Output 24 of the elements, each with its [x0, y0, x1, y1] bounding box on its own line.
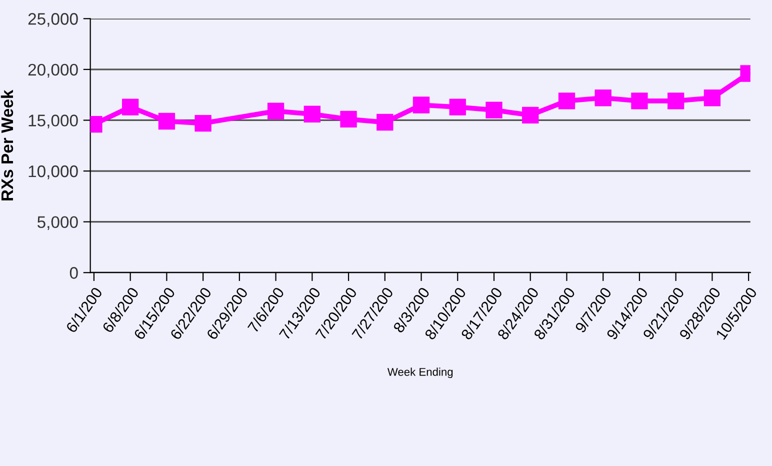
point [158, 112, 176, 130]
y-tick-label: 20,000 [28, 64, 78, 78]
point [594, 90, 612, 106]
point [412, 96, 430, 114]
y-tick-label: 0 [70, 267, 78, 279]
point [486, 102, 502, 118]
point [704, 90, 721, 106]
point [522, 106, 539, 124]
point [558, 92, 576, 110]
point [194, 114, 212, 132]
y-tick-label: 25,000 [28, 13, 78, 27]
point [304, 106, 320, 122]
y-tick-label: 5,000 [37, 216, 78, 230]
point [340, 110, 357, 128]
point [122, 98, 139, 116]
x-axis-title: Week Ending [387, 368, 453, 378]
point [631, 92, 648, 110]
point [668, 92, 684, 110]
point [449, 98, 466, 116]
y-axis-title: RXs Per Week [0, 90, 14, 200]
point [376, 114, 394, 131]
y-tick-label: 10,000 [28, 165, 78, 180]
point [267, 102, 284, 120]
y-tick-label: 15,000 [28, 114, 78, 128]
